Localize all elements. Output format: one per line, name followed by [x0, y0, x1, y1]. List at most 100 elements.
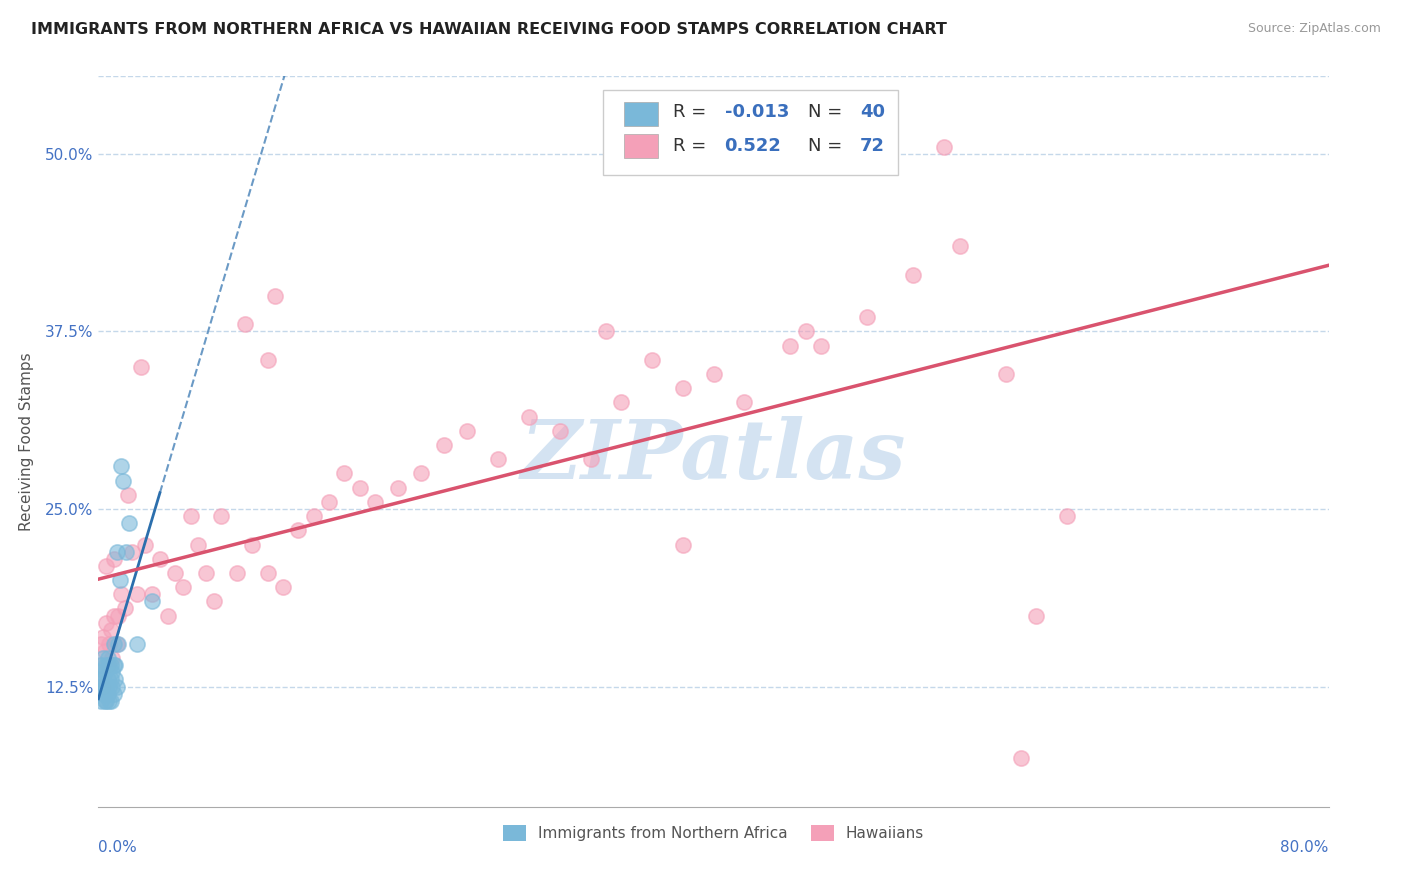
- Text: 72: 72: [860, 137, 884, 155]
- Point: [411, 467, 433, 481]
- Point: [89, 658, 111, 673]
- Point: [103, 637, 125, 651]
- Point: [1010, 750, 1032, 764]
- Point: [233, 318, 256, 332]
- Point: [94, 694, 117, 708]
- Text: N =: N =: [808, 137, 848, 155]
- Point: [240, 537, 263, 551]
- Point: [108, 573, 131, 587]
- Point: [456, 424, 478, 438]
- Point: [172, 580, 194, 594]
- Text: Source: ZipAtlas.com: Source: ZipAtlas.com: [1247, 22, 1381, 36]
- Point: [93, 680, 115, 694]
- Point: [810, 339, 832, 353]
- FancyBboxPatch shape: [603, 90, 898, 175]
- Text: 80.0%: 80.0%: [1281, 840, 1329, 855]
- Point: [100, 623, 122, 637]
- Point: [97, 687, 120, 701]
- Point: [149, 551, 172, 566]
- Point: [433, 438, 456, 452]
- Point: [89, 665, 111, 680]
- Point: [779, 339, 801, 353]
- Point: [579, 452, 602, 467]
- Point: [794, 325, 817, 339]
- Text: R =: R =: [673, 137, 711, 155]
- Point: [156, 608, 179, 623]
- Text: 0.522: 0.522: [724, 137, 782, 155]
- Point: [91, 673, 114, 687]
- Point: [595, 325, 617, 339]
- Point: [672, 381, 695, 395]
- Point: [89, 673, 111, 687]
- Point: [118, 516, 141, 531]
- Point: [131, 359, 153, 374]
- Point: [256, 352, 278, 367]
- Text: N =: N =: [808, 103, 848, 121]
- Point: [104, 658, 127, 673]
- Point: [93, 694, 115, 708]
- Point: [112, 474, 135, 488]
- Text: ZIPatlas: ZIPatlas: [520, 417, 907, 496]
- Point: [98, 680, 121, 694]
- Point: [110, 587, 132, 601]
- Point: [103, 608, 125, 623]
- Point: [486, 452, 509, 467]
- Point: [318, 495, 340, 509]
- Point: [364, 495, 387, 509]
- Point: [287, 524, 309, 538]
- Point: [107, 608, 129, 623]
- Point: [672, 537, 695, 551]
- Point: [105, 637, 128, 651]
- Point: [90, 694, 112, 708]
- Point: [91, 687, 114, 701]
- Point: [141, 594, 163, 608]
- Point: [90, 658, 112, 673]
- Point: [94, 680, 117, 694]
- Point: [101, 680, 124, 694]
- Point: [110, 459, 132, 474]
- Text: 0.0%: 0.0%: [98, 840, 138, 855]
- Point: [548, 424, 571, 438]
- Text: R =: R =: [673, 103, 711, 121]
- Point: [141, 587, 163, 601]
- Point: [256, 566, 278, 580]
- Point: [134, 537, 156, 551]
- Point: [934, 140, 956, 154]
- Point: [98, 637, 121, 651]
- Point: [333, 467, 356, 481]
- Point: [98, 658, 121, 673]
- Text: -0.013: -0.013: [724, 103, 789, 121]
- Point: [703, 367, 725, 381]
- Point: [115, 544, 138, 558]
- Point: [105, 680, 128, 694]
- Point: [949, 239, 972, 253]
- Point: [90, 673, 112, 687]
- Bar: [624, 103, 658, 126]
- Point: [264, 289, 287, 303]
- Point: [104, 673, 127, 687]
- Point: [1025, 608, 1047, 623]
- Point: [180, 509, 202, 524]
- Point: [91, 630, 114, 644]
- Point: [101, 651, 124, 665]
- Point: [103, 687, 125, 701]
- Legend: Immigrants from Northern Africa, Hawaiians: Immigrants from Northern Africa, Hawaiia…: [496, 819, 931, 847]
- Point: [97, 673, 120, 687]
- Point: [211, 509, 233, 524]
- Text: IMMIGRANTS FROM NORTHERN AFRICA VS HAWAIIAN RECEIVING FOOD STAMPS CORRELATION CH: IMMIGRANTS FROM NORTHERN AFRICA VS HAWAI…: [31, 22, 946, 37]
- Point: [125, 637, 148, 651]
- Point: [90, 637, 112, 651]
- Text: 40: 40: [860, 103, 884, 121]
- Point: [90, 680, 112, 694]
- Point: [93, 665, 115, 680]
- Point: [97, 651, 120, 665]
- Point: [165, 566, 187, 580]
- Point: [187, 537, 209, 551]
- Point: [195, 566, 218, 580]
- Point: [100, 694, 122, 708]
- Point: [641, 352, 664, 367]
- Point: [202, 594, 225, 608]
- Point: [103, 551, 125, 566]
- Point: [517, 409, 540, 424]
- Point: [856, 310, 879, 325]
